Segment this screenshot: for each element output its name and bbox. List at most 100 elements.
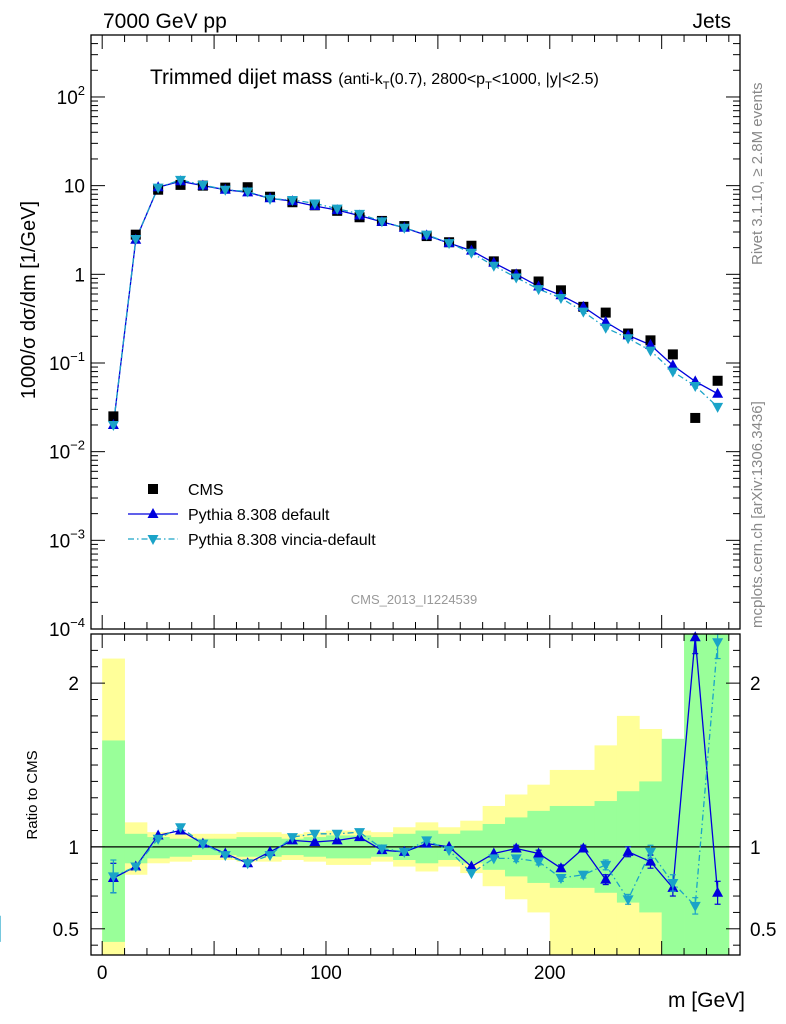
ratio-point (533, 847, 545, 858)
ratio-y-tick-label: 0.5 (53, 920, 79, 941)
y-tick-label: 102 (57, 83, 85, 109)
data-point (309, 199, 321, 210)
ratio-point (577, 870, 589, 881)
series-line-2 (112, 179, 719, 426)
y-tick-exponent: 2 (78, 83, 85, 98)
ratio-point (488, 854, 500, 865)
uncertainty-band-green (706, 634, 730, 955)
data-point (421, 230, 433, 241)
main-subtitle: (anti-kT(0.7), 2800<pT<1000, |y|<2.5) (338, 71, 599, 92)
y-tick-exponent: −2 (70, 438, 85, 453)
y-tick-exponent: −3 (70, 526, 85, 541)
data-point (622, 334, 634, 345)
ratio-plot-area (0, 631, 740, 955)
data-point (600, 307, 611, 318)
distribution-panel: 10−4 10−3 10−2 10−1 1 10 102 Trimmed dijet mas… (18, 34, 741, 641)
ratio-point (555, 874, 567, 885)
ratio-point (309, 829, 321, 840)
legend-label: Pythia 8.308 vincia-default (188, 532, 376, 549)
x-tick-label: 200 (534, 963, 566, 984)
y-tick-label: 1 (74, 265, 85, 286)
x-tick-label: 0 (97, 963, 108, 984)
ratio-point (712, 638, 724, 649)
data-point (712, 387, 724, 398)
ratio-point (600, 860, 612, 871)
ratio-point (465, 869, 477, 880)
ratio-y-tick-label: 0.5 (750, 920, 776, 941)
y-tick-exponent: −1 (70, 349, 85, 364)
ratio-y-tick-label: 2 (750, 674, 761, 695)
data-point (690, 412, 701, 423)
ratio-axes: 0.5 0.5 1 1 2 2 0 100 200 (53, 634, 776, 984)
ratio-line-0 (113, 637, 719, 893)
ratio-point (622, 845, 634, 856)
ratio-point (465, 860, 477, 871)
ratio-panel: 0.5 0.5 1 1 2 2 0 100 200 Ratio to CMS m [GeV] (0, 631, 776, 1012)
data-point (107, 420, 119, 431)
ratio-point (600, 873, 612, 884)
distribution-plot-area (107, 175, 724, 431)
legend-label: CMS (188, 482, 224, 499)
ratio-point (689, 901, 701, 912)
data-point (488, 261, 500, 272)
ratio-point (398, 847, 410, 858)
ratio-point (130, 862, 142, 873)
legend-label: Pythia 8.308 default (188, 507, 330, 524)
ratio-point (286, 833, 298, 844)
ratio-y-tick-label: 1 (68, 838, 79, 859)
data-point (667, 349, 678, 360)
data-point (465, 248, 477, 259)
data-point (577, 307, 589, 318)
data-point (510, 273, 522, 284)
uncertainty-band-green (124, 833, 148, 864)
data-point (175, 175, 187, 186)
ratio-point (331, 829, 343, 840)
ratio-point (376, 844, 388, 855)
data-point (667, 367, 679, 378)
data-point (398, 223, 410, 234)
data-point (689, 382, 701, 393)
y-tick-label: 10 (64, 177, 85, 198)
legend-marker (147, 508, 159, 518)
data-point (376, 217, 388, 228)
data-point (152, 183, 164, 194)
ratio-point (667, 878, 679, 889)
ratio-point (644, 847, 656, 858)
ratio-point (242, 859, 254, 870)
data-point (533, 285, 545, 296)
data-point (219, 185, 231, 196)
data-point (712, 375, 723, 386)
legend-marker (147, 535, 159, 545)
uncertainty-band-green (169, 838, 193, 857)
ratio-point (309, 835, 321, 846)
data-point (443, 239, 455, 250)
y-tick-label: 10−1 (49, 349, 85, 375)
data-point (667, 359, 679, 370)
header-category-label: Jets (692, 10, 731, 33)
data-point (108, 411, 119, 422)
data-point (354, 209, 366, 220)
data-point (331, 204, 343, 215)
y-tick-label: 10−2 (49, 438, 85, 464)
ratio-point (264, 851, 276, 862)
series-line-1 (112, 180, 718, 426)
y-tick-label: 10−4 (49, 615, 85, 641)
y-tick-exponent: −4 (70, 615, 85, 630)
ratio-point (152, 834, 164, 845)
data-point (555, 294, 567, 305)
distribution-axes: 10−4 10−3 10−2 10−1 1 10 102 (49, 34, 740, 641)
uncertainty-band-green (684, 634, 707, 955)
x-tick-label: 100 (310, 963, 342, 984)
watermark-label: CMS_2013_I1224539 (351, 592, 478, 607)
data-point (264, 194, 276, 205)
ratio-point (197, 839, 209, 850)
mcplots-label: mcplots.cern.ch [arXiv:1306.3436] (749, 401, 766, 628)
ratio-y-tick-label: 1 (750, 838, 761, 859)
header-energy-label: 7000 GeV pp (103, 10, 227, 33)
data-point (644, 338, 656, 349)
ratio-point (555, 862, 567, 873)
ratio-point (219, 851, 231, 862)
main-title-text: Trimmed dijet mass (150, 66, 332, 89)
x-axis-label: m [GeV] (668, 989, 745, 1012)
legend: CMS Pythia 8.308 default Pythia 8.308 vinc… (128, 482, 376, 549)
